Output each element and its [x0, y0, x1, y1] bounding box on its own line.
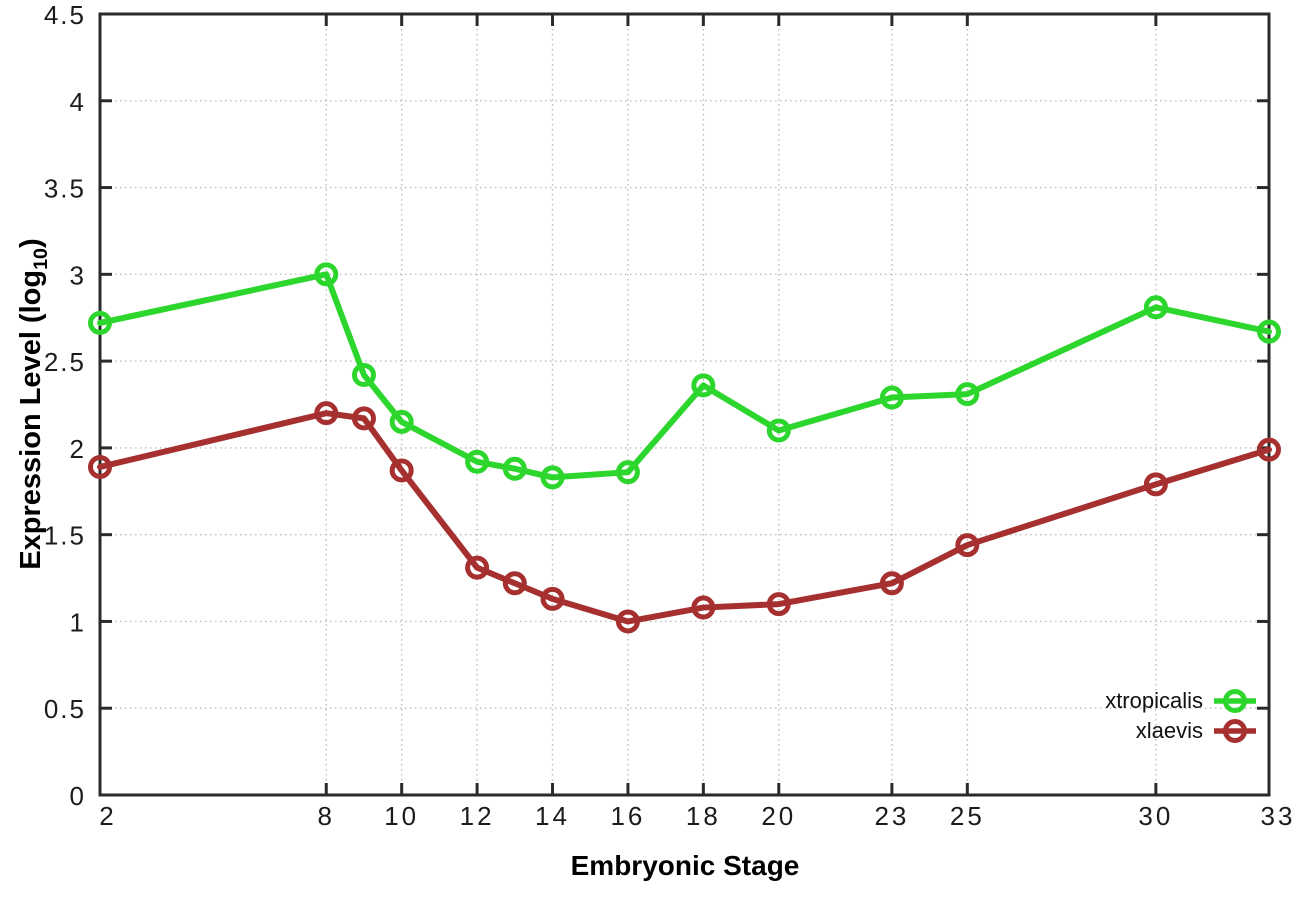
data-point-xlaevis: [879, 571, 904, 596]
data-point-xtropicalis: [1143, 295, 1168, 320]
x-tick-label: 25: [950, 801, 985, 831]
data-point-xlaevis: [1257, 437, 1281, 462]
y-axis-title-subscript: 10: [29, 247, 52, 270]
y-tick-label: 4.5: [44, 0, 86, 30]
data-point-xlaevis: [502, 571, 527, 596]
y-tick-label: 3: [70, 260, 86, 290]
legend-item-xlaevis: xlaevis: [1105, 716, 1258, 746]
x-tick-label: 8: [318, 801, 335, 831]
data-point-xtropicalis: [1257, 319, 1281, 344]
data-point-xtropicalis: [88, 310, 112, 335]
series-line-xlaevis: [97, 410, 1272, 625]
data-point-xlaevis: [615, 609, 640, 634]
data-point-xtropicalis: [879, 385, 904, 410]
data-point-xtropicalis: [540, 465, 565, 490]
series-line-xtropicalis: [97, 271, 1272, 481]
data-point-xtropicalis: [766, 418, 791, 443]
x-tick-label: 30: [1138, 801, 1173, 831]
y-tick-label: 2: [70, 434, 86, 464]
data-point-xlaevis: [955, 533, 980, 558]
legend-marker-xtropicalis-icon: [1214, 689, 1256, 713]
x-tick-label: 14: [535, 801, 570, 831]
y-tick-label: 1: [70, 607, 86, 637]
x-tick-label: 23: [874, 801, 909, 831]
x-tick-label: 18: [686, 801, 721, 831]
legend-label-xtropicalis: xtropicalis: [1105, 688, 1203, 713]
y-axis-title: Expression Level (log10): [15, 238, 53, 569]
data-point-xtropicalis: [615, 460, 640, 485]
y-axis-title-text: Expression Level (log: [15, 269, 48, 570]
y-tick-label: 1.5: [44, 521, 86, 551]
data-point-xlaevis: [1143, 472, 1168, 497]
legend-label-xlaevis: xlaevis: [1135, 718, 1203, 743]
x-tick-label: 20: [761, 801, 796, 831]
data-point-xlaevis: [465, 555, 490, 580]
plot-border: [98, 12, 1271, 797]
data-point-xtropicalis: [691, 373, 716, 398]
data-point-xtropicalis: [389, 409, 414, 434]
data-point-xlaevis: [314, 401, 339, 426]
legend-item-xtropicalis: xtropicalis: [1105, 686, 1258, 716]
x-tick-label: 10: [384, 801, 419, 831]
data-point-xlaevis: [766, 592, 791, 617]
x-tick-label: 2: [99, 801, 116, 831]
y-tick-label: 2.5: [44, 347, 86, 377]
data-point-xtropicalis: [465, 449, 490, 474]
x-tick-label: 33: [1261, 801, 1296, 831]
data-point-xlaevis: [691, 595, 716, 620]
x-axis-title: Embryonic Stage: [570, 850, 800, 881]
data-point-xtropicalis: [351, 362, 376, 387]
data-point-xtropicalis: [955, 382, 980, 407]
legend-marker-xlaevis-icon: [1214, 719, 1256, 743]
data-point-xlaevis: [540, 586, 565, 611]
x-tick-label: 16: [610, 801, 645, 831]
y-axis-title-close: ): [15, 238, 48, 248]
data-point-xlaevis: [88, 454, 112, 479]
y-tick-label: 0: [70, 781, 86, 811]
data-point-xlaevis: [351, 406, 376, 431]
data-point-xtropicalis: [314, 262, 339, 287]
x-tick-label: 12: [460, 801, 495, 831]
legend: xtropicalis xlaevis: [1105, 686, 1258, 746]
data-point-xlaevis: [389, 458, 414, 483]
y-tick-label: 0.5: [44, 694, 86, 724]
data-point-xtropicalis: [502, 456, 527, 481]
y-tick-label: 4: [70, 87, 86, 117]
y-tick-label: 3.5: [44, 174, 86, 204]
